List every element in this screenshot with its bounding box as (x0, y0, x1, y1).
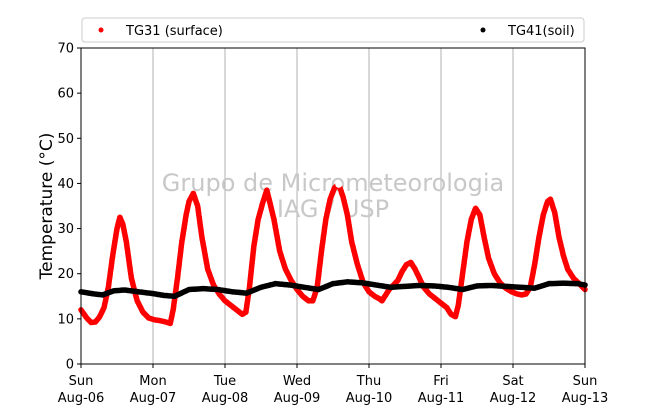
watermark-line-2: IAG / USP (277, 195, 389, 223)
y-tick-label: 50 (57, 132, 74, 147)
x-tick-label-date: Aug-11 (418, 391, 465, 406)
y-tick-label: 30 (57, 222, 74, 237)
y-tick-label: 10 (57, 312, 74, 327)
x-tick-label-day: Thu (356, 374, 381, 389)
x-tick-label-day: Mon (139, 374, 166, 389)
watermark: Grupo de Micrometeorologia IAG / USP (162, 169, 504, 223)
highlight-point (335, 180, 343, 188)
x-tick-label-day: Fri (433, 374, 449, 389)
legend: TG31 (surface) TG41(soil) (81, 17, 585, 43)
y-tick-label: 70 (57, 42, 74, 57)
axes-frame (80, 47, 586, 365)
x-tick-label-date: Aug-08 (202, 391, 249, 406)
y-tick-label: 40 (57, 177, 74, 192)
x-tick-label-day: Sun (69, 374, 94, 389)
legend-label-tg41: TG41(soil) (507, 24, 575, 39)
legend-box (81, 17, 585, 43)
x-tick-label-date: Aug-07 (130, 391, 177, 406)
x-tick-label-day: Tue (213, 374, 236, 389)
legend-marker-tg41 (480, 27, 486, 33)
legend-label-tg31: TG31 (surface) (125, 24, 223, 39)
x-axis: Sun Aug-06 Mon Aug-07 Tue Aug-08 Wed Aug-09 Thu A… (58, 364, 609, 406)
y-tick-label: 60 (57, 87, 74, 102)
x-tick-label-date: Aug-09 (274, 391, 321, 406)
series-tg41 (78, 279, 588, 300)
legend-marker-tg31 (98, 27, 104, 33)
y-axis-label: Temperature (°C) (37, 133, 57, 281)
plot-area (81, 48, 585, 364)
x-tick-label-day: Wed (283, 374, 311, 389)
x-tick-label-date: Aug-12 (490, 391, 537, 406)
y-tick-label: 0 (66, 358, 74, 373)
x-tick-label-date: Aug-13 (562, 391, 609, 406)
x-tick-label-date: Aug-06 (58, 391, 105, 406)
x-tick-label-day: Sat (502, 374, 523, 389)
y-tick-label: 20 (57, 267, 74, 282)
series-layer (78, 180, 588, 327)
y-axis: 0 10 20 30 40 50 60 70 (57, 42, 81, 373)
x-tick-label-date: Aug-10 (346, 391, 393, 406)
grid-lines (152, 48, 514, 364)
x-tick-label-day: Sun (573, 374, 598, 389)
